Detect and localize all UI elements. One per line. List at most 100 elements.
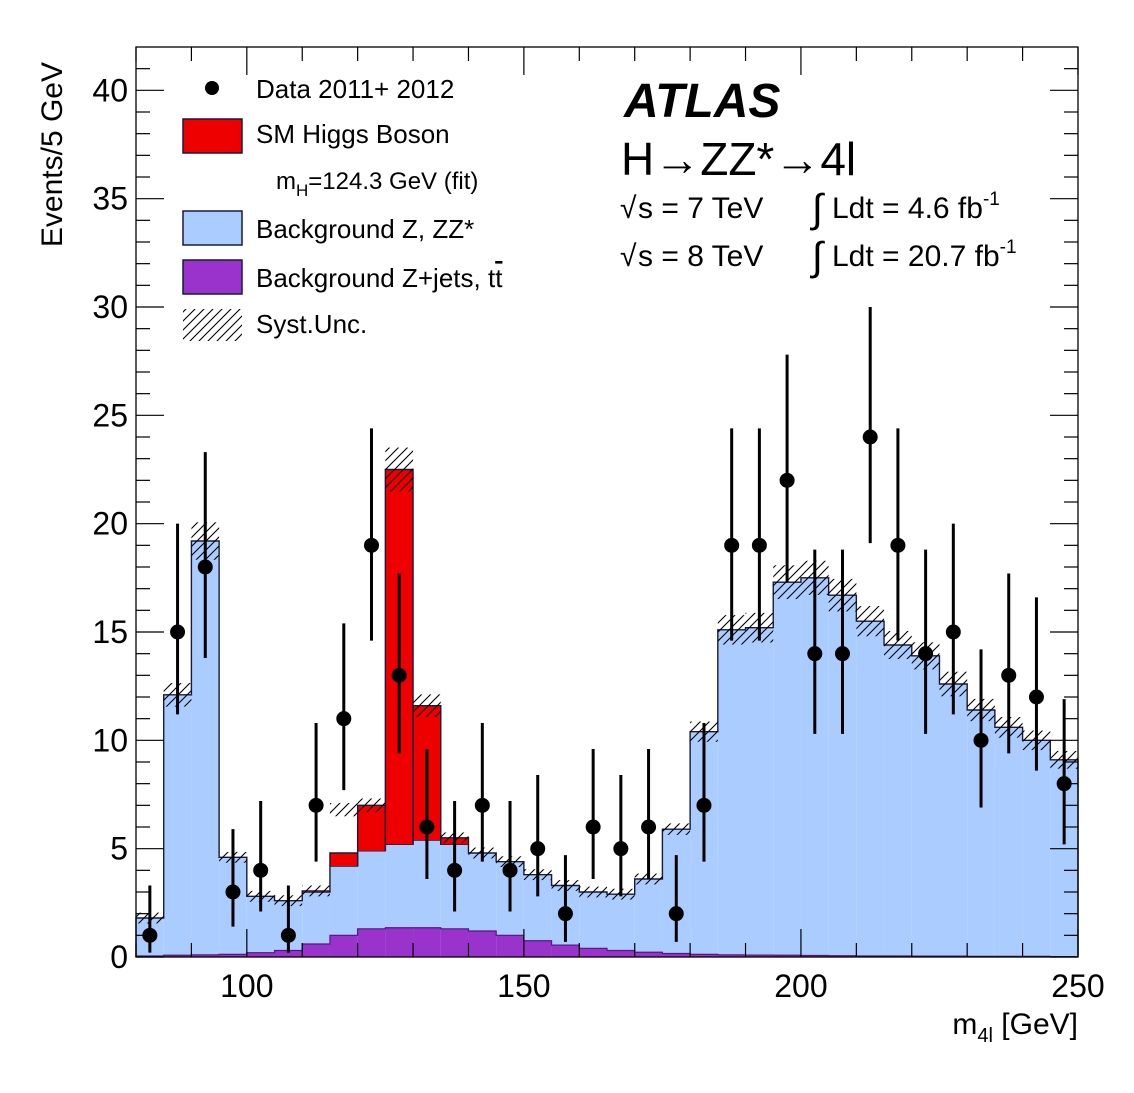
zjets-bar bbox=[607, 951, 635, 958]
x-axis-label: m4l [GeV] bbox=[952, 1008, 1078, 1047]
legend-data-marker bbox=[205, 81, 219, 95]
zjets-bar bbox=[302, 944, 330, 957]
zjets-bar bbox=[330, 935, 358, 957]
syst-unc-band bbox=[413, 694, 441, 717]
atlas-annotations: ATLAS H→ZZ*→4l √ s = 7 TeV ∫ Ldt = 4.6 f… bbox=[620, 75, 1017, 279]
zz-bar bbox=[995, 727, 1023, 957]
data-point bbox=[336, 711, 351, 726]
syst-unc-band bbox=[330, 803, 358, 816]
lumi-line-7tev: √ s = 7 TeV ∫ Ldt = 4.6 fb-1 bbox=[620, 187, 1000, 231]
zz-bar bbox=[1023, 740, 1051, 957]
zjets-bar bbox=[247, 953, 275, 957]
data-point bbox=[198, 560, 213, 575]
zjets-bar bbox=[496, 935, 524, 957]
y-tick-label: 35 bbox=[92, 181, 128, 217]
data-point bbox=[558, 906, 573, 921]
data-point bbox=[503, 863, 518, 878]
data-point bbox=[419, 820, 434, 835]
data-point bbox=[863, 430, 878, 445]
zjets-bar bbox=[468, 931, 496, 957]
legend-label-zjets: Background Z+jets, tt bbox=[256, 263, 503, 293]
data-point bbox=[835, 646, 850, 661]
y-axis-label: Events/5 GeV bbox=[36, 62, 69, 247]
data-point bbox=[364, 538, 379, 553]
data-point bbox=[447, 863, 462, 878]
experiment-label: ATLAS bbox=[623, 75, 780, 128]
zz-bar bbox=[856, 621, 884, 957]
zz-bar bbox=[718, 630, 746, 957]
legend: Data 2011+ 2012 SM Higgs Boson mH=124.3 … bbox=[183, 74, 503, 341]
lumi-line-8tev: √ s = 8 TeV ∫ Ldt = 20.7 fb-1 bbox=[620, 235, 1017, 279]
x-tick-label: 150 bbox=[497, 968, 550, 1004]
legend-syst-swatch bbox=[183, 309, 242, 341]
zjets-bar bbox=[413, 928, 441, 957]
legend-label-higgs: SM Higgs Boson bbox=[256, 119, 450, 149]
y-tick-label: 40 bbox=[92, 72, 128, 108]
zz-bar bbox=[773, 582, 801, 957]
data-point bbox=[530, 841, 545, 856]
y-tick-label: 0 bbox=[110, 939, 128, 975]
legend-higgs-mass-prefix: m bbox=[276, 168, 296, 195]
legend-zjets-text: Background Z+jets, t bbox=[256, 263, 496, 293]
x-tick-label: 100 bbox=[220, 968, 273, 1004]
syst-unc-band bbox=[302, 886, 330, 897]
data-point bbox=[696, 798, 711, 813]
lumi-7tev-sqrt: √ bbox=[620, 192, 637, 225]
legend-higgs-mass-sub: H bbox=[296, 181, 308, 200]
x-axis-label-unit: [GeV] bbox=[1001, 1008, 1078, 1041]
zz-bar bbox=[939, 684, 967, 957]
zjets-bar bbox=[579, 948, 607, 957]
data-point bbox=[392, 668, 407, 683]
data-point bbox=[752, 538, 767, 553]
lumi-7tev-energy: s = 7 TeV bbox=[638, 192, 763, 225]
x-axis-label-main: m bbox=[952, 1008, 977, 1041]
y-tick-label: 25 bbox=[92, 397, 128, 433]
zz-bar bbox=[884, 645, 912, 957]
legend-higgs-mass-rest: =124.3 GeV (fit) bbox=[308, 168, 478, 195]
legend-label-zz: Background Z, ZZ* bbox=[256, 214, 474, 244]
x-tick-label: 250 bbox=[1051, 968, 1104, 1004]
data-point bbox=[225, 885, 240, 900]
legend-zz-swatch bbox=[183, 211, 242, 245]
legend-label-data: Data 2011+ 2012 bbox=[256, 74, 454, 104]
lumi-8tev-value: Ldt = 20.7 fb-1 bbox=[832, 237, 1017, 273]
zz-bar bbox=[607, 894, 635, 957]
data-point bbox=[890, 538, 905, 553]
zjets-bar bbox=[385, 928, 413, 957]
zz-bar bbox=[635, 879, 663, 957]
zz-bar bbox=[579, 892, 607, 957]
y-tick-label: 30 bbox=[92, 289, 128, 325]
zjets-bar bbox=[524, 941, 552, 957]
data-point bbox=[974, 733, 989, 748]
data-point bbox=[807, 646, 822, 661]
data-point bbox=[946, 625, 961, 640]
data-point bbox=[641, 820, 656, 835]
data-point bbox=[281, 928, 296, 943]
syst-unc-band bbox=[579, 887, 607, 898]
data-point bbox=[1001, 668, 1016, 683]
x-axis-label-sub: 4l bbox=[977, 1025, 993, 1047]
x-tick-label: 200 bbox=[774, 968, 827, 1004]
legend-zjets-tbar: t bbox=[495, 263, 503, 293]
legend-label-syst: Syst.Unc. bbox=[256, 309, 367, 339]
y-tick-label: 5 bbox=[110, 831, 128, 867]
legend-higgs-swatch bbox=[183, 119, 242, 153]
data-point bbox=[613, 841, 628, 856]
data-point bbox=[309, 798, 324, 813]
zjets-bar bbox=[552, 945, 580, 957]
lumi-8tev-integral: ∫ bbox=[810, 235, 826, 279]
zjets-bar bbox=[635, 952, 663, 957]
lumi-7tev-exp: -1 bbox=[983, 189, 1000, 210]
lumi-7tev-lumi: Ldt = 4.6 fb bbox=[832, 192, 983, 225]
higgs-signal-layer bbox=[302, 470, 468, 893]
syst-unc-band bbox=[358, 799, 386, 813]
data-point bbox=[724, 538, 739, 553]
zz-bar bbox=[746, 628, 774, 957]
lumi-8tev-lumi: Ldt = 20.7 fb bbox=[832, 240, 1000, 273]
y-tick-label: 15 bbox=[92, 614, 128, 650]
higgs-bar bbox=[330, 853, 358, 866]
y-tick-label: 10 bbox=[92, 722, 128, 758]
legend-label-higgs-mass: mH=124.3 GeV (fit) bbox=[276, 168, 478, 200]
channel-label: H→ZZ*→4l bbox=[621, 133, 856, 185]
